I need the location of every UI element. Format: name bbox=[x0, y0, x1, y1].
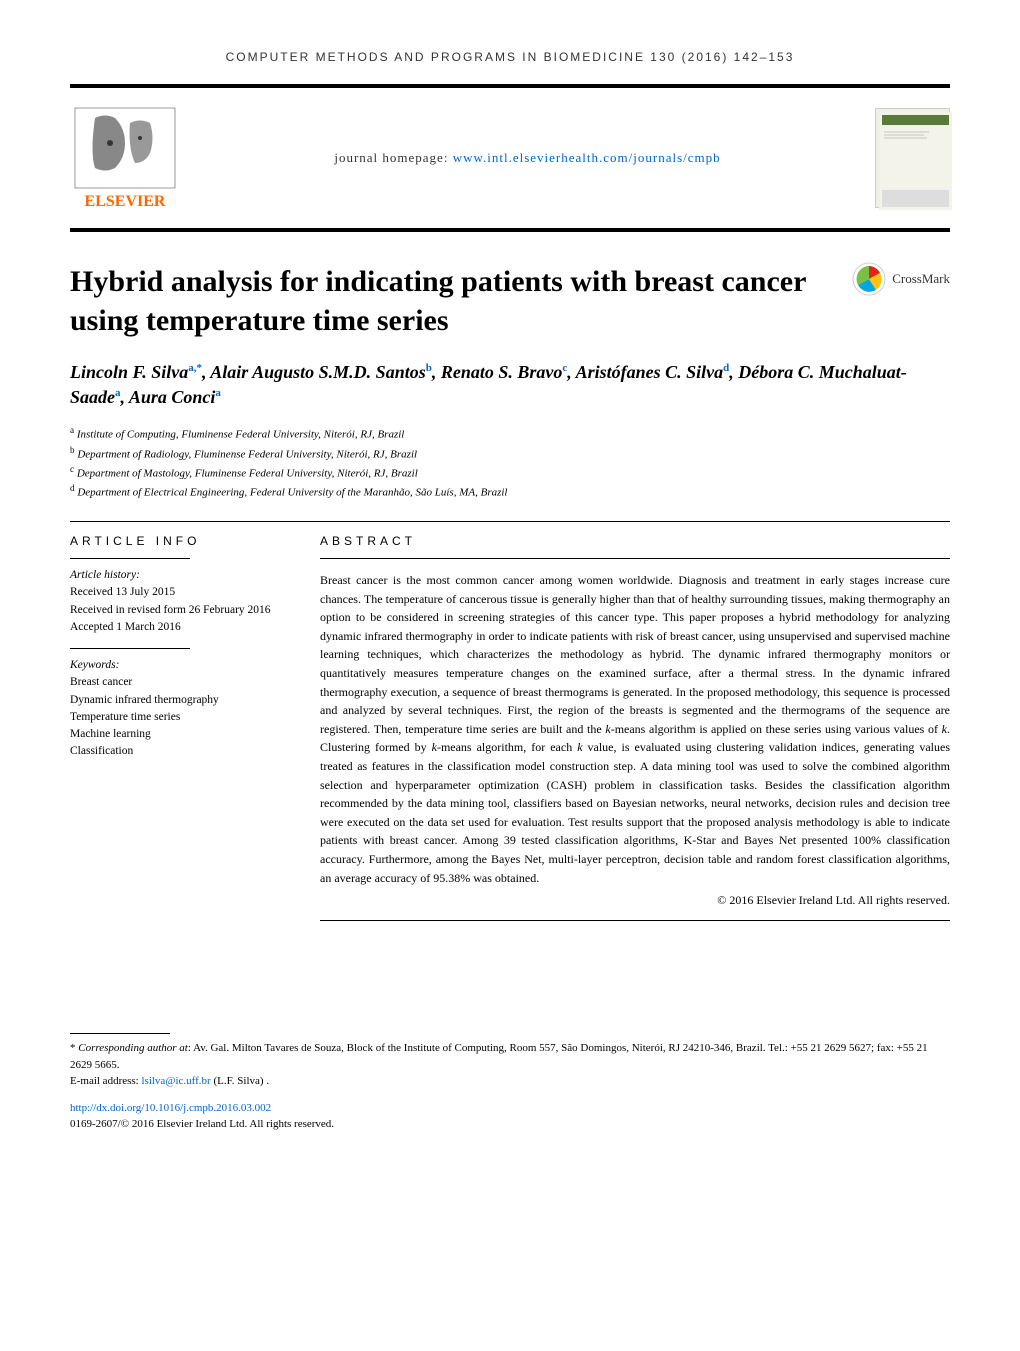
crossmark-label: CrossMark bbox=[892, 271, 950, 287]
affiliations: a Institute of Computing, Fluminense Fed… bbox=[70, 424, 950, 501]
abstract-label: ABSTRACT bbox=[320, 534, 950, 548]
masthead: ELSEVIER journal homepage: www.intl.else… bbox=[70, 88, 950, 232]
keywords-label: Keywords: bbox=[70, 657, 290, 674]
affiliation: a Institute of Computing, Fluminense Fed… bbox=[70, 424, 950, 443]
keyword: Classification bbox=[70, 743, 290, 760]
affiliation: c Department of Mastology, Fluminense Fe… bbox=[70, 463, 950, 482]
crossmark-badge[interactable]: CrossMark bbox=[852, 262, 950, 296]
history-accepted: Accepted 1 March 2016 bbox=[70, 619, 290, 636]
keyword: Machine learning bbox=[70, 726, 290, 743]
journal-homepage-link[interactable]: www.intl.elsevierhealth.com/journals/cmp… bbox=[453, 150, 721, 165]
article-title: Hybrid analysis for indicating patients … bbox=[70, 262, 852, 340]
short-divider bbox=[70, 558, 190, 559]
copyright-line: © 2016 Elsevier Ireland Ltd. All rights … bbox=[320, 893, 950, 908]
keyword: Dynamic infrared thermography bbox=[70, 692, 290, 709]
svg-text:ELSEVIER: ELSEVIER bbox=[85, 193, 166, 210]
history-revised: Received in revised form 26 February 201… bbox=[70, 602, 290, 619]
corresponding-author: * Corresponding author at: Av. Gal. Milt… bbox=[70, 1040, 950, 1073]
affiliation: d Department of Electrical Engineering, … bbox=[70, 482, 950, 501]
journal-cover-thumbnail bbox=[875, 108, 950, 208]
footer: * Corresponding author at: Av. Gal. Milt… bbox=[70, 1033, 950, 1133]
history-label: Article history: bbox=[70, 567, 290, 584]
keyword: Breast cancer bbox=[70, 674, 290, 691]
divider bbox=[320, 558, 950, 559]
journal-homepage-label: journal homepage: bbox=[334, 150, 452, 165]
divider bbox=[320, 920, 950, 921]
keyword: Temperature time series bbox=[70, 709, 290, 726]
running-header: COMPUTER METHODS AND PROGRAMS IN BIOMEDI… bbox=[70, 50, 950, 64]
article-history: Article history: Received 13 July 2015 R… bbox=[70, 567, 290, 636]
crossmark-icon bbox=[852, 262, 886, 296]
doi-link[interactable]: http://dx.doi.org/10.1016/j.cmpb.2016.03… bbox=[70, 1102, 271, 1114]
journal-homepage: journal homepage: www.intl.elsevierhealt… bbox=[334, 150, 720, 166]
history-received: Received 13 July 2015 bbox=[70, 584, 290, 601]
keywords-block: Keywords: Breast cancerDynamic infrared … bbox=[70, 657, 290, 761]
email-line: E-mail address: lsilva@ic.uff.br (L.F. S… bbox=[70, 1073, 950, 1090]
divider bbox=[70, 521, 950, 522]
affiliation: b Department of Radiology, Fluminense Fe… bbox=[70, 444, 950, 463]
email-link[interactable]: lsilva@ic.uff.br bbox=[141, 1075, 210, 1087]
article-info-label: ARTICLE INFO bbox=[70, 534, 290, 548]
elsevier-logo: ELSEVIER bbox=[70, 103, 180, 213]
short-divider bbox=[70, 648, 190, 649]
abstract-text: Breast cancer is the most common cancer … bbox=[320, 571, 950, 887]
authors: Lincoln F. Silvaa,*, Alair Augusto S.M.D… bbox=[70, 360, 950, 410]
issn-copyright: 0169-2607/© 2016 Elsevier Ireland Ltd. A… bbox=[70, 1118, 334, 1130]
